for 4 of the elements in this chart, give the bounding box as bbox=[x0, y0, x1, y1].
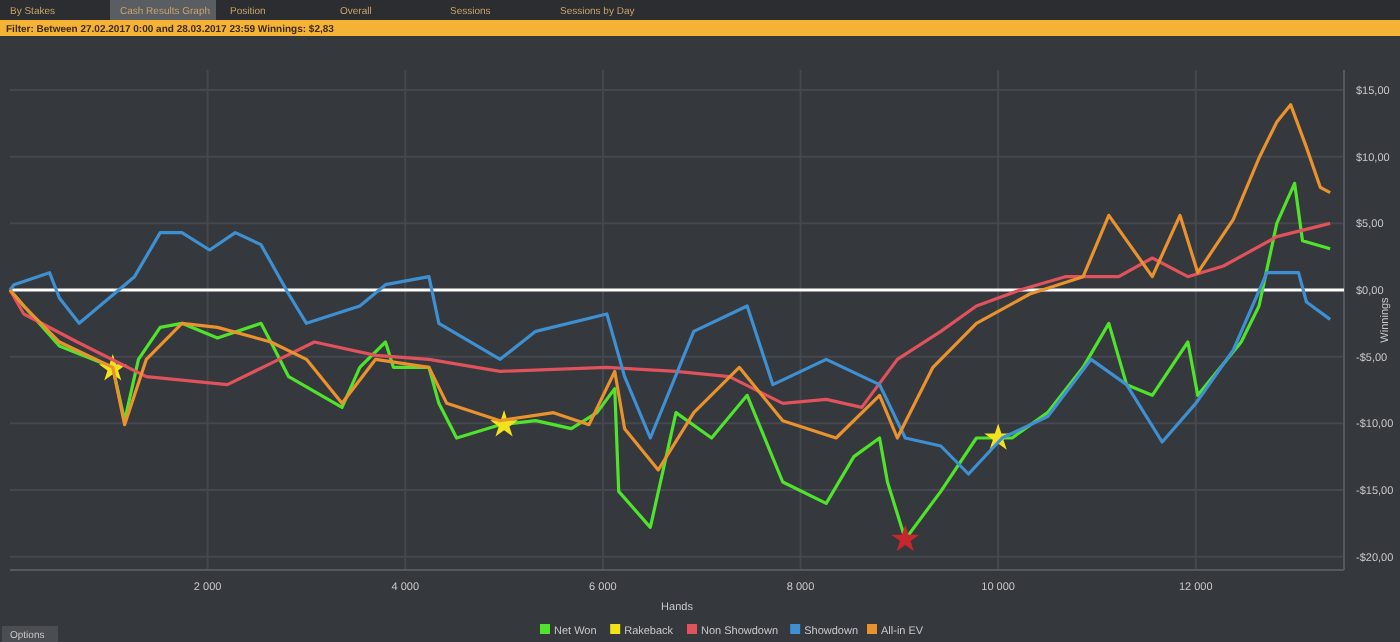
line-series bbox=[8, 231, 1332, 476]
line-series bbox=[8, 103, 1332, 472]
point bbox=[891, 524, 920, 552]
line-series bbox=[8, 221, 1332, 409]
